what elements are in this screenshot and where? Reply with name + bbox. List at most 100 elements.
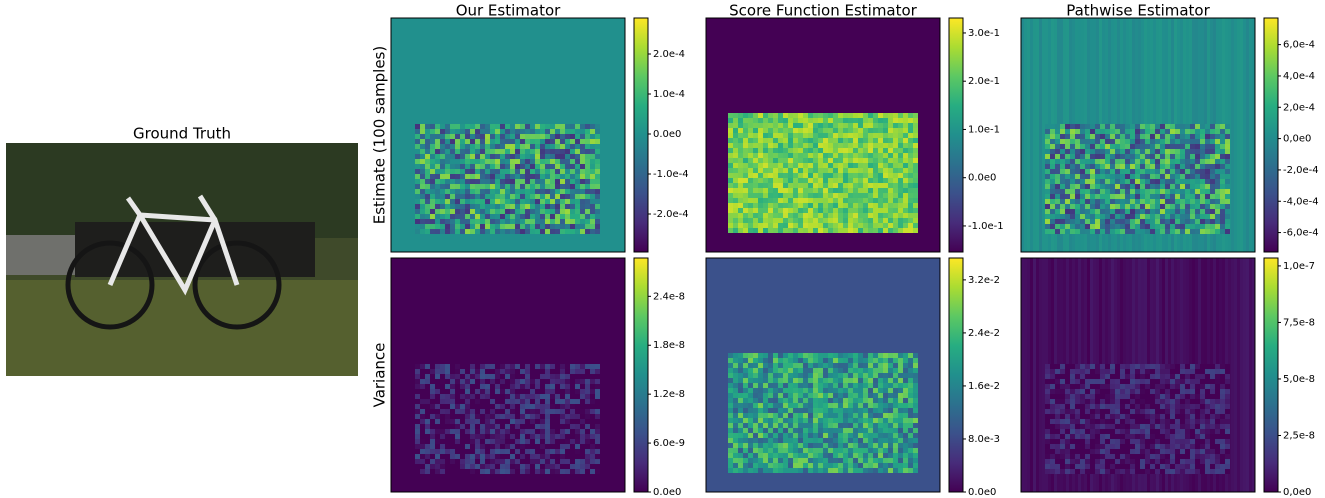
texture-cell [430, 144, 435, 149]
texture-cell [873, 433, 878, 438]
texture-cell [420, 214, 425, 219]
texture-cell [575, 154, 580, 159]
texture-cell [803, 463, 808, 468]
texture-cell [425, 174, 430, 179]
texture-cell [1150, 364, 1155, 369]
texture-cell [843, 458, 848, 463]
texture-cell [1175, 179, 1180, 184]
texture-cell [818, 143, 823, 148]
texture-cell [435, 199, 440, 204]
texture-cell [808, 358, 813, 363]
texture-cell [1145, 129, 1150, 134]
texture-cell [425, 199, 430, 204]
texture-cell [1195, 204, 1200, 209]
texture-cell [435, 159, 440, 164]
texture-cell [550, 134, 555, 139]
texture-cell [570, 364, 575, 369]
texture-cell [1135, 399, 1140, 404]
texture-cell [1105, 209, 1110, 214]
texture-cell [823, 388, 828, 393]
texture-cell [813, 393, 818, 398]
texture-cell [728, 378, 733, 383]
texture-cell [1135, 369, 1140, 374]
texture-cell [1210, 129, 1215, 134]
texture-cell [818, 158, 823, 163]
texture-cell [908, 453, 913, 458]
texture-cell [838, 458, 843, 463]
texture-cell [1090, 169, 1095, 174]
texture-cell [893, 463, 898, 468]
texture-cell [1050, 364, 1055, 369]
texture-cell [858, 118, 863, 123]
texture-cell [1225, 139, 1230, 144]
texture-cell [1110, 189, 1115, 194]
texture-cell [565, 179, 570, 184]
texture-cell [1055, 224, 1060, 229]
texture-cell [485, 154, 490, 159]
texture-cell [1215, 379, 1220, 384]
texture-cell [1215, 374, 1220, 379]
texture-cell [425, 444, 430, 449]
texture-cell [430, 124, 435, 129]
texture-cell [798, 178, 803, 183]
texture-cell [1130, 174, 1135, 179]
texture-cell [1150, 409, 1155, 414]
texture-cell [595, 379, 600, 384]
texture-cell [1055, 149, 1060, 154]
texture-cell [455, 144, 460, 149]
texture-cell [1170, 169, 1175, 174]
texture-cell [828, 463, 833, 468]
texture-cell [1205, 174, 1210, 179]
texture-cell [1165, 394, 1170, 399]
texture-cell [893, 453, 898, 458]
texture-cell [1180, 214, 1185, 219]
texture-cell [465, 229, 470, 234]
texture-cell [510, 464, 515, 469]
texture-cell [460, 174, 465, 179]
texture-cell [520, 164, 525, 169]
texture-cell [1205, 164, 1210, 169]
texture-cell [798, 193, 803, 198]
texture-cell [1165, 219, 1170, 224]
texture-cell [1120, 129, 1125, 134]
texture-cell [590, 409, 595, 414]
texture-cell [545, 429, 550, 434]
texture-cell [1210, 159, 1215, 164]
texture-cell [838, 368, 843, 373]
texture-cell [833, 168, 838, 173]
texture-cell [515, 444, 520, 449]
texture-cell [1175, 149, 1180, 154]
texture-cell [1160, 124, 1165, 129]
texture-cell [878, 213, 883, 218]
texture-cell [853, 438, 858, 443]
texture-cell [565, 224, 570, 229]
texture-cell [1080, 204, 1085, 209]
texture-cell [858, 458, 863, 463]
texture-cell [430, 214, 435, 219]
texture-cell [495, 379, 500, 384]
texture-cell [893, 388, 898, 393]
texture-cell [913, 138, 918, 143]
texture-cell [1090, 164, 1095, 169]
texture-cell [1090, 374, 1095, 379]
texture-cell [590, 404, 595, 409]
texture-cell [808, 458, 813, 463]
texture-cell [913, 213, 918, 218]
texture-cell [838, 128, 843, 133]
texture-cell [1180, 414, 1185, 419]
texture-cell [1105, 199, 1110, 204]
texture-cell [763, 373, 768, 378]
texture-cell [560, 439, 565, 444]
texture-cell [733, 433, 738, 438]
texture-cell [1200, 394, 1205, 399]
texture-cell [903, 378, 908, 383]
texture-cell [1085, 404, 1090, 409]
texture-cell [1180, 179, 1185, 184]
texture-cell [495, 139, 500, 144]
texture-cell [1095, 214, 1100, 219]
texture-cell [888, 433, 893, 438]
texture-cell [580, 149, 585, 154]
texture-cell [883, 163, 888, 168]
texture-cell [1045, 384, 1050, 389]
texture-cell [833, 418, 838, 423]
